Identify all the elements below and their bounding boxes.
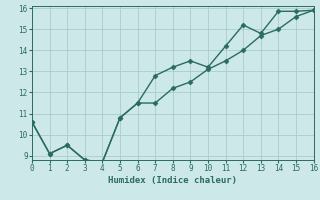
X-axis label: Humidex (Indice chaleur): Humidex (Indice chaleur) — [108, 176, 237, 185]
